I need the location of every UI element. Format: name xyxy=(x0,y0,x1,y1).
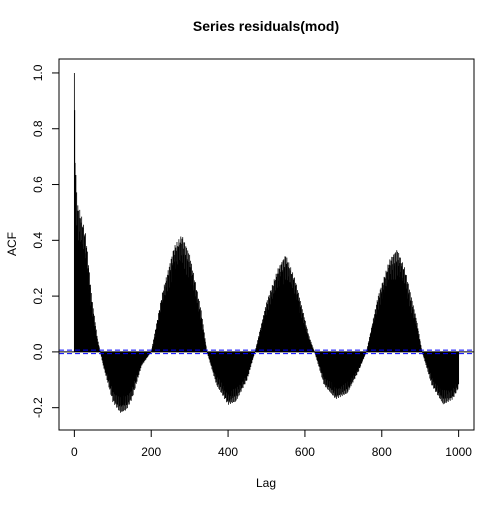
y-tick-label: 0.2 xyxy=(31,287,45,304)
x-axis: 0 200 400 600 800 1000 xyxy=(71,430,472,459)
y-tick-label: 0.4 xyxy=(31,232,45,249)
y-tick-label: 0.8 xyxy=(31,120,45,137)
x-axis-label: Lag xyxy=(256,476,276,490)
x-tick-label: 600 xyxy=(295,445,315,459)
y-tick-label: -0.2 xyxy=(31,397,45,418)
x-tick-label: 200 xyxy=(141,445,161,459)
acf-bars xyxy=(74,73,458,413)
y-tick-label: 0.0 xyxy=(31,343,45,360)
x-tick-label: 0 xyxy=(71,445,78,459)
x-tick-label: 800 xyxy=(372,445,392,459)
x-tick-label: 1000 xyxy=(445,445,472,459)
y-tick-label: 1.0 xyxy=(31,64,45,81)
chart-title: Series residuals(mod) xyxy=(193,18,339,34)
plot-area xyxy=(59,73,474,413)
x-tick-label: 400 xyxy=(218,445,238,459)
y-axis-label: ACF xyxy=(5,232,19,256)
y-axis: -0.2 0.0 0.2 0.4 0.6 0.8 1.0 xyxy=(31,64,59,418)
y-tick-label: 0.6 xyxy=(31,176,45,193)
